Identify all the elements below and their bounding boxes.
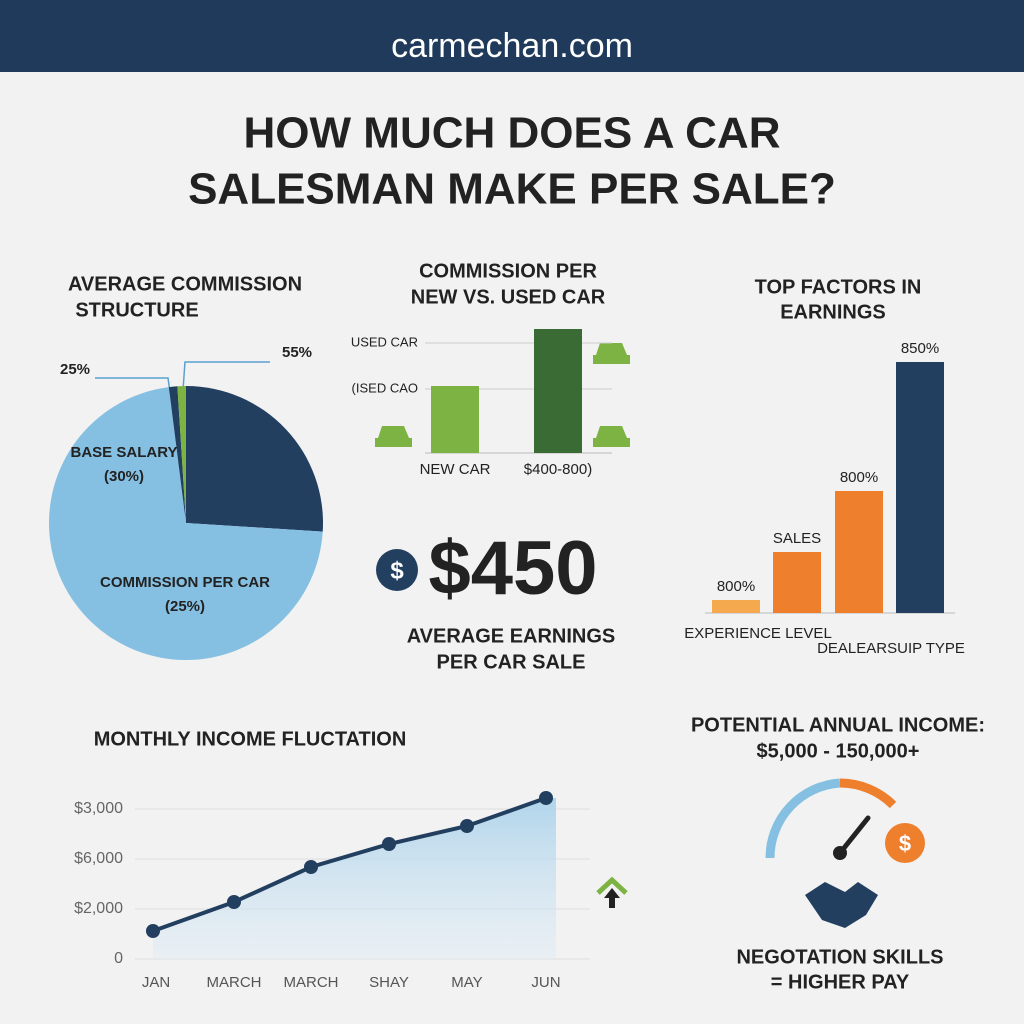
main-title: SALESMAN MAKE PER SALE? — [188, 165, 836, 214]
gauge-arc — [839, 778, 897, 809]
dollar-icon — [885, 823, 925, 863]
pie-annotation: BASE SALARY — [71, 444, 178, 461]
stat-caption: PER CAR SALE — [437, 651, 586, 673]
x-tick-label: DEALEARSUIP TYPE — [817, 640, 965, 657]
income-caption: NEGOTATION SKILLS — [736, 946, 943, 968]
up-arrow — [604, 888, 620, 908]
dollar-icon — [376, 549, 418, 591]
x-tick-label: $400-800) — [524, 461, 592, 478]
area — [153, 798, 556, 959]
income-title: $5,000 - 150,000+ — [757, 740, 920, 762]
bar-annotation: 800% — [717, 578, 755, 595]
pie-annotation: (30%) — [104, 468, 144, 485]
gauge-hub — [833, 846, 847, 860]
leader-line — [182, 361, 270, 391]
income-caption: = HIGHER PAY — [771, 971, 910, 993]
point — [304, 860, 318, 874]
header-bar — [0, 0, 1024, 72]
x-tick-label: JAN — [142, 974, 170, 991]
x-tick-label: MARCH — [207, 974, 262, 991]
chart-title: STRUCTURE — [75, 299, 198, 321]
x-tick-label: SHAY — [369, 974, 409, 991]
x-tick-label: EXPERIENCE LEVEL — [684, 625, 832, 642]
pie-annotation: 25% — [60, 361, 90, 378]
point — [539, 791, 553, 805]
point — [382, 837, 396, 851]
x-tick-label: NEW CAR — [420, 461, 491, 478]
car-icon — [375, 343, 630, 447]
y-tick-label: $6,000 — [74, 850, 123, 867]
pie-annotation: 55% — [282, 344, 312, 361]
up-arrow — [596, 876, 628, 895]
chart-title: COMMISSION PER — [419, 260, 597, 282]
point — [227, 895, 241, 909]
bar — [835, 491, 883, 613]
chart-title: EARNINGS — [780, 301, 886, 323]
pie-slice — [49, 387, 323, 660]
bar — [431, 386, 479, 453]
dollar-icon-text: $ — [899, 831, 911, 856]
bar-annotation: 800% — [840, 469, 878, 486]
income-title: POTENTIAL ANNUAL INCOME: — [691, 714, 985, 736]
bar — [896, 362, 944, 613]
gauge-arc — [765, 778, 841, 859]
handshake-icon — [805, 882, 878, 928]
gauge-needle — [837, 815, 871, 856]
pie-slice — [186, 386, 323, 532]
bar — [712, 600, 760, 613]
y-tick-label: 0 — [114, 950, 123, 967]
x-tick-label: JUN — [531, 974, 560, 991]
y-tick-label: (ISED CAO — [352, 380, 418, 395]
site-name: carmechan.com — [391, 27, 633, 65]
bar-annotation: 850% — [901, 340, 939, 357]
y-tick-label: $3,000 — [74, 800, 123, 817]
stat-caption: AVERAGE EARNINGS — [407, 625, 616, 647]
pie-slice — [168, 386, 186, 523]
x-tick-label: MARCH — [284, 974, 339, 991]
main-title: HOW MUCH DOES A CAR — [244, 109, 781, 158]
pie-slice — [177, 386, 186, 523]
chart-title: TOP FACTORS IN — [755, 276, 922, 298]
y-tick-label: $2,000 — [74, 900, 123, 917]
x-tick-label: MAY — [451, 974, 482, 991]
chart-title: NEW VS. USED CAR — [411, 286, 606, 308]
pie-annotation: (25%) — [165, 598, 205, 615]
line — [152, 796, 547, 933]
chart-title: AVERAGE COMMISSION — [68, 273, 302, 295]
pie-annotation: COMMISSION PER CAR — [100, 574, 270, 591]
point — [460, 819, 474, 833]
chart-title: MONTHLY INCOME FLUCTATION — [94, 728, 407, 750]
y-tick-label: USED CAR — [351, 334, 418, 349]
dollar-icon-text: $ — [390, 557, 404, 584]
point — [146, 924, 160, 938]
bar — [534, 329, 582, 453]
bar-annotation: SALES — [773, 530, 821, 547]
stat-value: $450 — [428, 526, 597, 611]
bar — [773, 552, 821, 613]
